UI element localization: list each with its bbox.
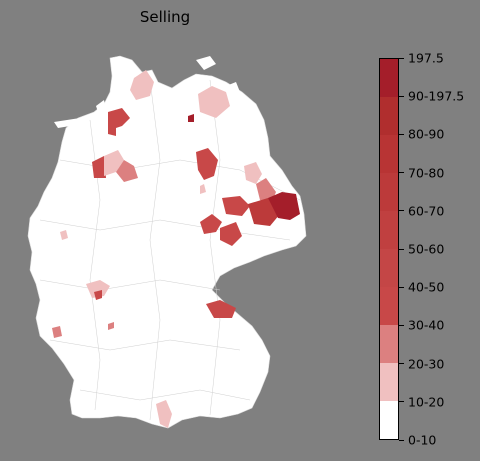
colorbar-tick-label: 0-10 (408, 432, 437, 448)
island (96, 100, 106, 112)
region-leipzig-west (222, 196, 250, 216)
colorbar-tick (399, 248, 404, 250)
germany-map (27, 55, 307, 429)
island (196, 56, 216, 70)
region-frankfurt-dark (94, 290, 102, 300)
germany-outline (27, 55, 307, 429)
colorbar-tick (399, 172, 404, 174)
colorbar-tick-label: 20-30 (408, 356, 445, 372)
colorbar-tick (399, 439, 404, 441)
region-saarland (52, 326, 62, 338)
region-cottbus-small (200, 184, 206, 194)
island (226, 82, 240, 94)
colorbar-segment (380, 173, 398, 211)
colorbar-segment (380, 325, 398, 363)
region-osnabrueck (92, 156, 106, 178)
colorbar-segment (380, 249, 398, 287)
region-leipzig (200, 214, 222, 234)
region-bielefeld (104, 150, 124, 176)
colorbar-tick (399, 324, 404, 326)
colorbar-tick-label: 10-20 (408, 394, 445, 410)
colorbar-segment (380, 401, 398, 439)
colorbar-tick (399, 363, 404, 365)
map-title: Selling (139, 8, 191, 26)
colorbar-segment (380, 135, 398, 173)
region-berlin-se (244, 162, 262, 184)
region-hamburg-area (130, 70, 154, 100)
colorbar-tick (399, 95, 404, 97)
colorbar-tick (399, 401, 404, 403)
colorbar-segment (380, 287, 398, 325)
region-frankfurt-small (60, 230, 68, 240)
colorbar-tick (399, 210, 404, 212)
colorbar-segment (380, 211, 398, 249)
island (54, 118, 82, 128)
region-hannover (116, 160, 138, 182)
region-chemnitz (220, 222, 242, 246)
colorbar-tick-label: 30-40 (408, 317, 445, 333)
colorbar-tick-label: 197.5 (408, 50, 444, 66)
colorbar-tick (399, 57, 404, 59)
colorbar-tick (399, 286, 404, 288)
region-magdeburg (196, 148, 218, 180)
region-karlsruhe-small (108, 322, 114, 330)
colorbar-segment (380, 97, 398, 135)
colorbar-segment (380, 59, 398, 97)
colorbar-tick-label: 50-60 (408, 241, 445, 257)
region-lausitz (268, 192, 300, 220)
colorbar (379, 58, 399, 440)
colorbar-tick-label: 40-50 (408, 279, 445, 295)
region-mecklenburg (198, 86, 230, 118)
region-nuremberg (206, 300, 236, 318)
colorbar-tick-label: 80-90 (408, 126, 445, 142)
colorbar-segment (380, 363, 398, 401)
colorbar-tick-label: 90-197.5 (408, 88, 465, 104)
region-bremen (108, 108, 130, 136)
region-frankfurt (86, 280, 110, 298)
region-rostock (188, 114, 194, 122)
colorbar-tick (399, 133, 404, 135)
colorbar-tick-label: 70-80 (408, 165, 445, 181)
region-allgaeu (156, 400, 172, 428)
colorbar-tick-label: 60-70 (408, 203, 445, 219)
